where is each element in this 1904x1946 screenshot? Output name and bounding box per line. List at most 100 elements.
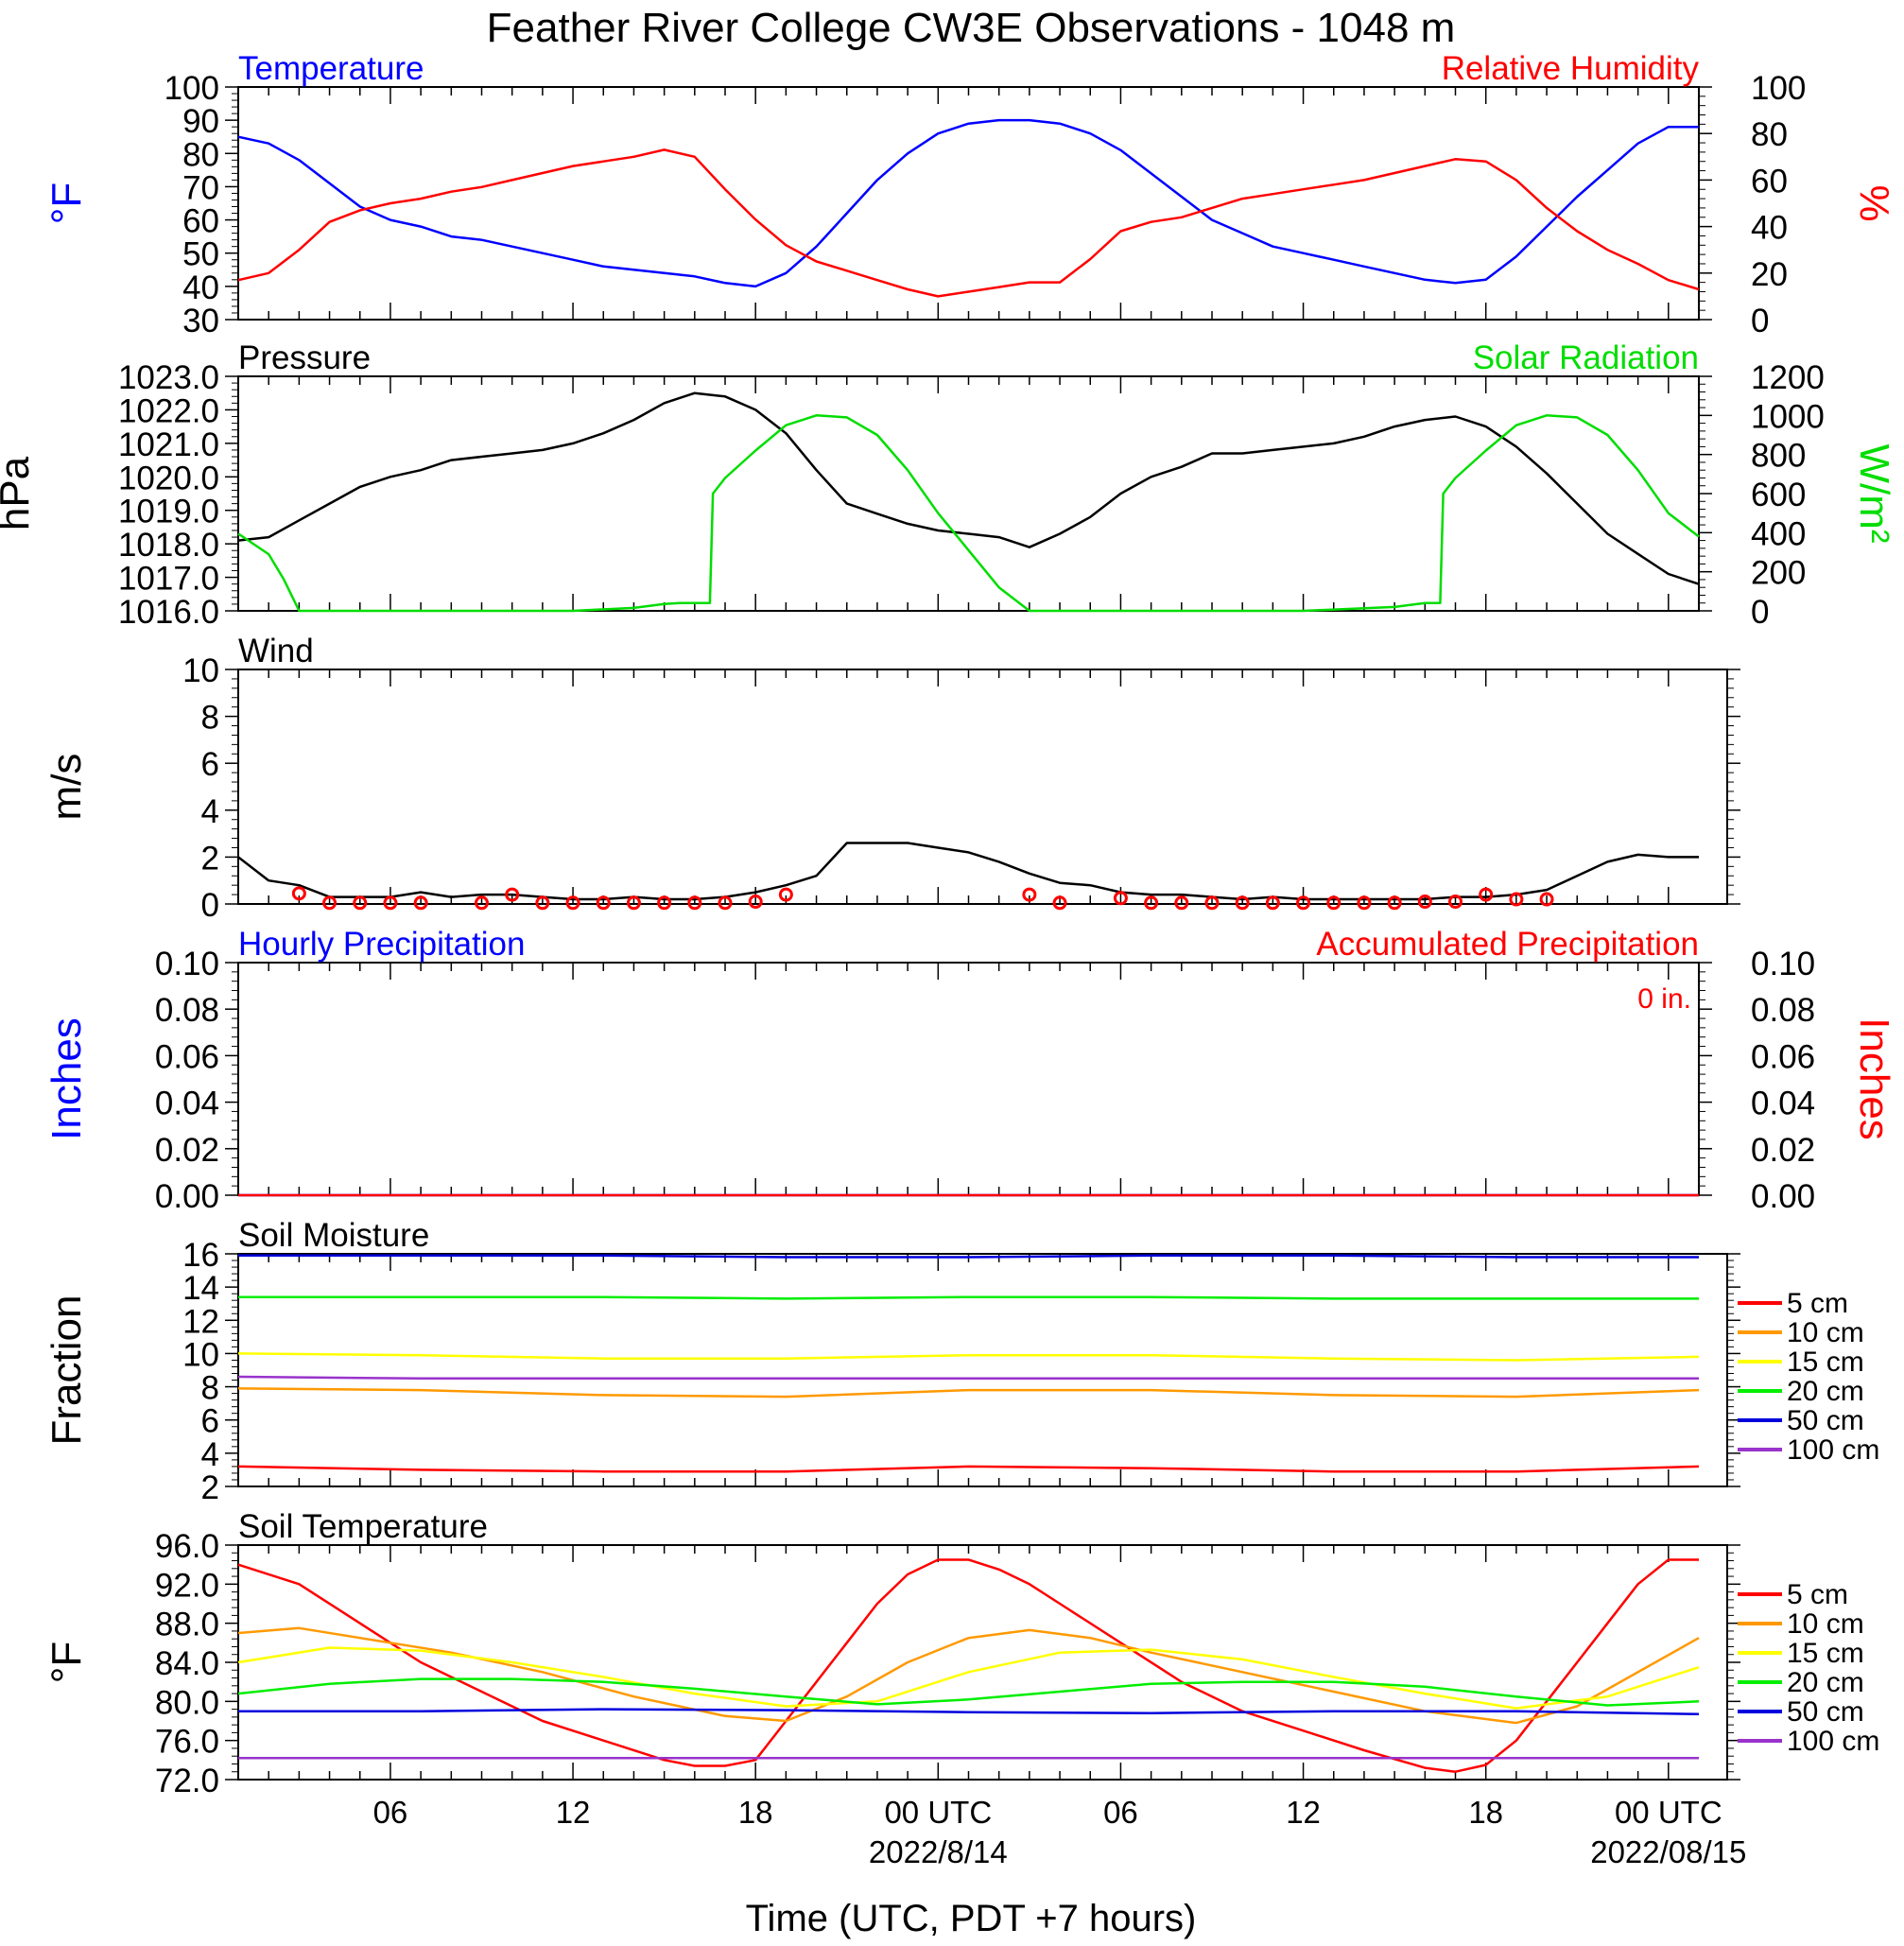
y-tick-label-right: 400	[1751, 515, 1806, 552]
legend-label: 15 cm	[1787, 1638, 1864, 1669]
legend-label: 10 cm	[1787, 1317, 1864, 1348]
y-axis-title-left: hPa	[0, 456, 38, 530]
wind-barb-marker	[565, 895, 580, 911]
y-tick-label-left: 1020.0	[118, 460, 219, 496]
y-tick-label-left: 1016.0	[118, 594, 219, 631]
y-tick-label-left: 70	[182, 169, 219, 206]
precip-total-annotation: 0 in.	[1637, 983, 1691, 1015]
y-tick-label-right: 0.08	[1751, 992, 1815, 1029]
plot-frame	[237, 962, 1700, 1196]
plot-frame	[237, 669, 1728, 905]
series-line-50-cm	[238, 1254, 1699, 1259]
wind-barb-marker	[1509, 892, 1524, 907]
series-line-temperature	[237, 118, 1699, 288]
legend-label: 5 cm	[1787, 1579, 1848, 1610]
x-tick-label: 00 UTC	[1615, 1795, 1722, 1830]
y-tick-label-left: 14	[182, 1270, 219, 1307]
series-line-10-cm	[237, 1626, 1700, 1725]
legend-label: 20 cm	[1787, 1376, 1864, 1407]
panel-pressure_solar: 1023.01022.01021.01020.01019.01018.01017…	[0, 339, 1897, 631]
series-line-50-cm	[238, 1708, 1700, 1716]
y-tick-label-right: 0	[1751, 594, 1769, 631]
panel-title-left: Soil Moisture	[238, 1217, 429, 1254]
wind-barb-marker	[475, 895, 489, 911]
series-line-5-cm	[237, 1558, 1699, 1773]
wind-barb-marker	[1387, 895, 1402, 911]
y-tick-label-left: 84.0	[155, 1645, 219, 1682]
x-tick-label: 18	[738, 1795, 773, 1830]
x-tick-label: 12	[556, 1795, 591, 1830]
x-tick-label: 00 UTC	[884, 1795, 992, 1830]
wind-barb-marker	[1235, 895, 1250, 911]
panel-title-right: Solar Radiation	[1473, 339, 1699, 376]
x-date-label: 2022/08/15	[1590, 1834, 1746, 1869]
y-tick-label-left: 0	[201, 887, 219, 924]
legend-label: 100 cm	[1787, 1434, 1879, 1466]
y-tick-label-left: 0.02	[155, 1132, 219, 1169]
panel-title-left: Wind	[238, 633, 314, 669]
wind-barb-marker	[1417, 895, 1432, 910]
y-tick-label-right: 1200	[1751, 359, 1825, 396]
y-tick-label-right: 0.10	[1751, 946, 1815, 982]
panel-title-left: Pressure	[238, 339, 371, 376]
series-line-100-cm	[237, 1375, 1699, 1381]
y-tick-label-right: 0.02	[1751, 1132, 1815, 1169]
wind-barb-marker	[383, 895, 398, 911]
y-tick-label-left: 1023.0	[118, 359, 219, 396]
y-tick-label-right: 100	[1751, 70, 1806, 107]
x-tick-label: 06	[1103, 1795, 1138, 1830]
y-tick-label-left: 30	[182, 303, 219, 339]
panel-precip: 0.10 0.08 0.06 0.04 0.02 0.00 0.10 0.08 0.06 0.04…	[43, 926, 1897, 1215]
y-tick-label-left: 4	[201, 1436, 219, 1473]
series-line-15-cm	[237, 1352, 1700, 1362]
wind-barb-marker	[778, 887, 793, 902]
series-line-relative-humidity	[237, 148, 1700, 298]
y-tick-label-left: 60	[182, 203, 219, 240]
panel-title-left: Hourly Precipitation	[238, 926, 525, 963]
y-tick-label-left: 100	[164, 70, 219, 107]
wind-barb-marker	[1479, 887, 1494, 902]
y-axis-title-left: Fraction	[43, 1295, 90, 1446]
series-line-5-cm	[237, 1465, 1700, 1473]
x-axis-label: Time (UTC, PDT +7 hours)	[746, 1898, 1197, 1939]
y-tick-label-right: 0	[1751, 303, 1769, 339]
y-axis-title-left: m/s	[43, 754, 90, 821]
series-line-pressure	[237, 391, 1700, 585]
series-line-10-cm	[237, 1387, 1700, 1399]
x-tick-label: 18	[1468, 1795, 1503, 1830]
panel-title-right: Relative Humidity	[1442, 50, 1700, 87]
chart-title: Feather River College CW3E Observations …	[487, 5, 1456, 51]
y-axis-title-left: °F	[43, 1642, 90, 1683]
y-tick-label-left: 0.06	[155, 1038, 219, 1075]
panel-wind: 10 8 6 4 2 0 Wind m/s	[43, 633, 1740, 924]
y-tick-label-left: 76.0	[155, 1724, 219, 1761]
panel-title-left: Soil Temperature	[238, 1508, 488, 1545]
series-line-solar-radiation	[237, 414, 1700, 613]
wind-barb-marker	[1539, 892, 1554, 907]
wind-barb-marker	[413, 895, 428, 911]
y-tick-label-right: 800	[1751, 438, 1806, 475]
y-tick-label-left: 1017.0	[118, 561, 219, 598]
y-tick-label-left: 88.0	[155, 1607, 219, 1643]
series-line-wind	[237, 842, 1699, 901]
wind-barb-marker	[718, 895, 733, 911]
y-tick-label-left: 1018.0	[118, 527, 219, 564]
wind-barb-marker	[353, 895, 368, 911]
y-tick-label-left: 80	[182, 136, 219, 173]
series-line-20-cm	[237, 1677, 1700, 1707]
series-line-15-cm	[237, 1646, 1700, 1710]
wind-barb-marker	[687, 895, 702, 911]
y-axis-title-left: Inches	[43, 1017, 90, 1140]
wind-barb-marker	[535, 895, 550, 911]
wind-barb-marker	[1113, 891, 1128, 906]
wind-barb-marker	[748, 895, 763, 910]
y-tick-label-right: 0.04	[1751, 1086, 1815, 1122]
legend-label: 50 cm	[1787, 1405, 1864, 1436]
y-tick-label-left: 6	[201, 1403, 219, 1440]
y-tick-label-left: 10	[182, 1336, 219, 1373]
y-tick-label-left: 72.0	[155, 1763, 219, 1799]
wind-barb-marker	[1144, 895, 1159, 911]
wind-barb-marker	[596, 895, 611, 911]
y-tick-label-right: 600	[1751, 477, 1806, 513]
